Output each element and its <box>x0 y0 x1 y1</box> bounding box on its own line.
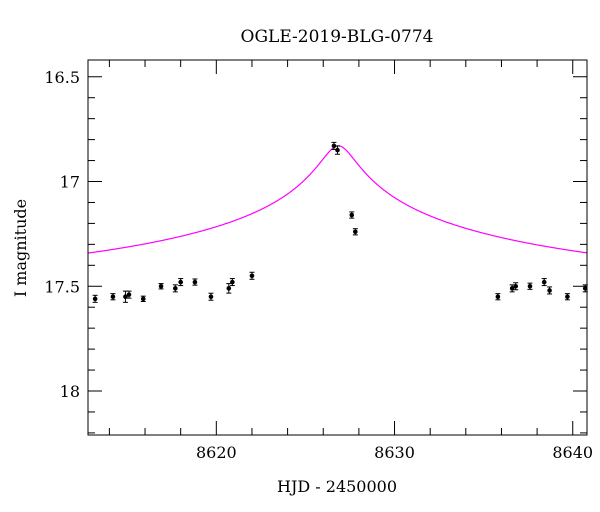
y-tick-label: 18 <box>60 382 80 401</box>
x-tick-label: 8640 <box>552 443 593 462</box>
x-tick-label: 8620 <box>196 443 237 462</box>
y-tick-label: 17 <box>60 173 80 192</box>
point-marker <box>565 294 570 300</box>
point-marker <box>208 294 214 300</box>
point-marker <box>495 294 501 300</box>
data-point <box>541 278 547 287</box>
data-point <box>226 283 232 294</box>
data-point <box>349 211 355 219</box>
data-point <box>249 271 255 280</box>
plot-area <box>87 141 588 303</box>
y-tick-label: 17.5 <box>44 277 80 296</box>
data-point <box>140 295 146 303</box>
point-marker <box>140 296 146 302</box>
point-marker <box>249 273 255 279</box>
data-point <box>178 278 184 287</box>
y-tick-label: 16.5 <box>44 68 80 87</box>
point-marker <box>335 147 340 153</box>
x-tick-label: 8630 <box>374 443 415 462</box>
axis-ticks <box>88 60 587 435</box>
data-point <box>122 290 128 303</box>
data-point <box>126 290 132 299</box>
point-marker <box>110 294 116 300</box>
point-marker <box>547 288 552 293</box>
data-point <box>513 282 519 291</box>
point-marker <box>126 292 132 297</box>
point-marker <box>178 279 183 285</box>
data-point <box>92 294 98 303</box>
plot-frame <box>87 59 588 436</box>
point-marker <box>353 229 358 235</box>
point-marker <box>527 283 533 289</box>
point-marker <box>331 143 337 149</box>
point-marker <box>158 283 164 289</box>
point-marker <box>513 283 519 289</box>
data-point <box>172 284 178 293</box>
chart-title: OGLE-2019-BLG-0774 <box>241 27 434 47</box>
data-point <box>110 293 116 301</box>
point-marker <box>226 286 232 291</box>
data-point <box>229 278 235 287</box>
model-curve <box>87 145 588 254</box>
tick-labels: 8620 8630 8640 16.5 17 17.5 18 <box>44 68 593 462</box>
point-marker <box>192 279 198 285</box>
point-marker <box>582 286 588 291</box>
point-marker <box>349 212 355 218</box>
data-point <box>352 228 358 236</box>
data-point <box>564 293 570 301</box>
data-point <box>547 286 553 295</box>
data-point <box>335 145 340 155</box>
data-point <box>208 292 214 301</box>
data-point <box>527 282 533 290</box>
point-marker <box>92 296 98 302</box>
data-point <box>158 283 164 290</box>
data-point <box>192 278 198 286</box>
point-marker <box>541 279 547 285</box>
x-axis-label: HJD - 2450000 <box>277 477 397 496</box>
point-marker <box>230 279 235 285</box>
y-axis-label: I magnitude <box>11 199 30 297</box>
data-point <box>495 293 501 301</box>
point-marker <box>173 286 178 291</box>
